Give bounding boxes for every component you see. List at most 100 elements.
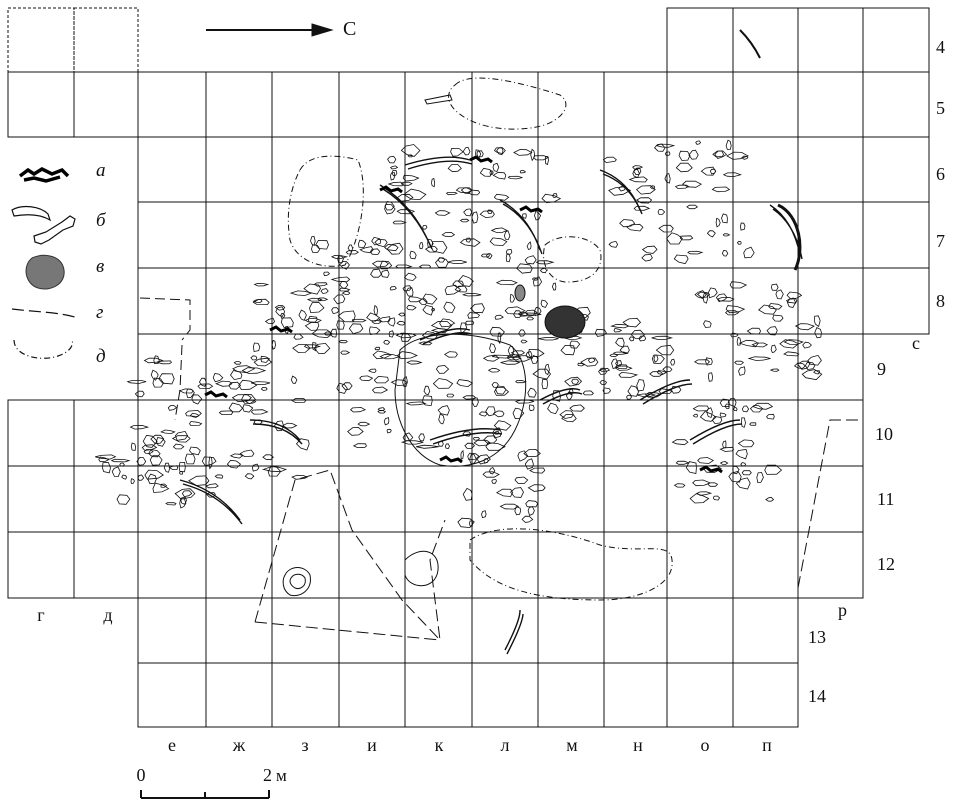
grid-cell (537, 71, 605, 138)
bone-fragment (198, 377, 207, 387)
bone-fragment (167, 405, 178, 411)
bone-fragment (793, 362, 806, 370)
bone-fragment (571, 378, 580, 385)
bone-fragment (437, 405, 450, 416)
bone-fragment (505, 248, 513, 255)
bone-fragment (610, 323, 630, 329)
bone-fragment (447, 164, 462, 173)
legend-letter-d: д (96, 346, 106, 367)
bone-fragment (516, 263, 533, 274)
bone-fragment (746, 327, 762, 335)
bone-fragment (405, 401, 427, 406)
bone-fragment (678, 150, 691, 161)
col-label-n: н (633, 735, 643, 755)
charred-bone (379, 185, 403, 194)
col-label-zh: ж (232, 735, 246, 755)
bone-fragment (387, 317, 396, 327)
bone-fragment (171, 435, 191, 443)
bone-fragment (719, 398, 730, 408)
bone-fragment (239, 449, 255, 458)
grid-cell (271, 71, 340, 138)
bone-fragment (492, 410, 505, 418)
bone-fragment (407, 154, 414, 158)
bone-fragment (707, 287, 718, 299)
bone-fragment (430, 320, 453, 330)
bone-fragment (303, 283, 321, 295)
bone-fragment (664, 151, 671, 156)
ochre-stain-icon (25, 254, 65, 290)
grid-cell (537, 597, 605, 664)
bone-fragment (741, 405, 750, 413)
bone-fragment (478, 411, 488, 417)
bone-fragment (339, 287, 351, 292)
grid-cell (271, 333, 340, 401)
bone-fragment (489, 343, 496, 354)
bone-fragment (400, 440, 424, 445)
bone-fragment (387, 181, 405, 187)
bone-fragment (347, 244, 354, 253)
bone-fragment (801, 369, 823, 381)
large-bone-outline (404, 550, 439, 587)
grid-cell (862, 71, 930, 138)
bone-fragment (153, 355, 160, 365)
bone-fragment (524, 458, 534, 470)
bone-fragment (495, 279, 518, 286)
bone-fragment (532, 276, 543, 287)
bone-fragment (770, 344, 777, 353)
bone-fragment (638, 335, 647, 342)
bone-fragment (457, 517, 475, 529)
grid-cell (732, 136, 799, 203)
bone-fragment (149, 455, 163, 466)
bone-fragment (242, 404, 254, 413)
bone-fragment (446, 393, 455, 398)
bone-fragment (250, 381, 271, 385)
bone-fragment (460, 322, 468, 335)
grid-cell (271, 399, 340, 467)
grid-cell (338, 597, 406, 664)
bone-fragment (359, 375, 374, 382)
bone-fragment (479, 167, 493, 177)
tusk-outline (499, 199, 543, 255)
grid-cell (797, 71, 864, 138)
bone-fragment (378, 316, 391, 323)
bone-fragment (487, 367, 501, 373)
bone-fragment (695, 140, 702, 145)
bone-fragment (168, 465, 179, 470)
bone-fragment (419, 242, 424, 250)
bone-fragment (495, 488, 514, 497)
grid-cell (603, 201, 668, 269)
bone-fragment (467, 452, 480, 461)
bone-fragment (735, 477, 751, 490)
bone-fragment (98, 456, 110, 463)
grid-cell (7, 7, 75, 73)
bone-fragment (371, 319, 383, 325)
row-label-13: 13 (808, 627, 826, 647)
bone-fragment (252, 342, 261, 352)
bone-fragment (513, 149, 533, 156)
bone-fragment (611, 358, 619, 370)
bone-fragment (423, 385, 431, 396)
bone-fragment (658, 224, 674, 233)
bone-fragment (794, 323, 815, 331)
bone-fragment (244, 473, 255, 480)
bone-fragment (736, 240, 742, 245)
bone-fragment (144, 469, 164, 480)
bone-fragment (349, 407, 367, 413)
bone-fragment (699, 411, 717, 422)
scale-unit: м (276, 766, 287, 785)
bone-fragment (569, 340, 581, 349)
grid-cell (732, 597, 799, 664)
bone-fragment (370, 268, 382, 278)
bone-fragment (163, 462, 171, 473)
bone-fragment (405, 287, 414, 297)
bone-fragment (628, 336, 635, 342)
bone-fragment (228, 402, 244, 413)
grid-cell (666, 7, 734, 73)
bone-fragment (641, 245, 658, 254)
bone-fragment (671, 439, 689, 446)
grid-cell (338, 267, 406, 335)
bone-fragment (386, 242, 404, 255)
bone-fragment (615, 337, 625, 348)
bone-fragment (191, 394, 203, 405)
